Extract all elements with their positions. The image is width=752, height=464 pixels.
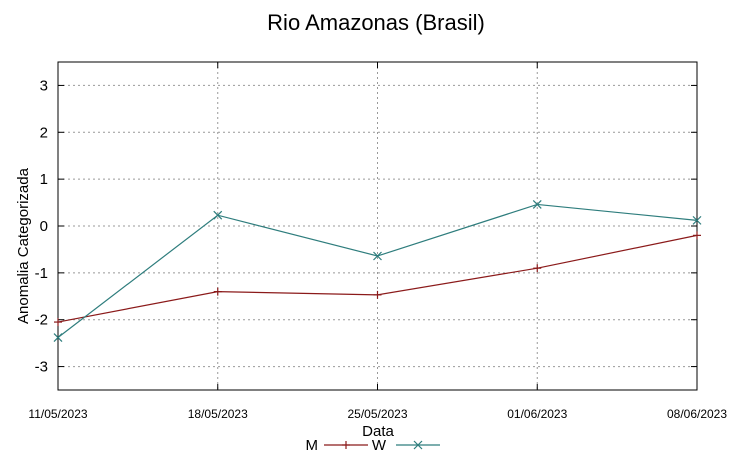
- x-tick-label: 11/05/2023: [28, 407, 87, 421]
- y-tick-label: 1: [40, 171, 48, 188]
- x-tick-label: 25/05/2023: [347, 407, 407, 421]
- y-tick-label: 2: [40, 124, 48, 141]
- legend-marker-W: [413, 440, 423, 450]
- data-point-W: [532, 200, 542, 209]
- x-axis: 11/05/2023 18/05/2023 25/05/2023 01/06/2023…: [28, 62, 727, 421]
- chart-title: Rio Amazonas (Brasil): [267, 10, 485, 35]
- legend-label-W: W: [372, 437, 387, 454]
- y-tick-label: 3: [40, 77, 48, 94]
- y-tick-label: -3: [35, 359, 48, 376]
- data-point-M: [373, 290, 382, 299]
- data-point-W: [373, 251, 382, 261]
- x-tick-label: 18/05/2023: [188, 407, 248, 421]
- y-axis: 3 2 1 0 -1 -2 -3: [35, 77, 697, 376]
- legend-label-M: M: [306, 437, 319, 454]
- data-point-M: [693, 231, 701, 240]
- data-point-W: [692, 215, 702, 225]
- data-point-M: [54, 318, 62, 327]
- data-point-M: [533, 264, 542, 273]
- data-point-W: [213, 210, 223, 220]
- y-tick-label: -1: [35, 265, 48, 282]
- x-tick-label: 08/06/2023: [667, 407, 727, 421]
- data-point-M: [213, 287, 222, 296]
- x-axis-label: Data: [362, 423, 394, 440]
- legend-marker-M: [342, 441, 350, 449]
- y-tick-label: -2: [35, 312, 48, 329]
- series-group: [53, 200, 702, 342]
- y-tick-label: 0: [40, 218, 48, 235]
- grid: [58, 62, 697, 390]
- y-axis-label: Anomalia Categorizada: [15, 167, 32, 324]
- x-tick-label: 01/06/2023: [507, 407, 567, 421]
- data-point-W: [53, 333, 63, 342]
